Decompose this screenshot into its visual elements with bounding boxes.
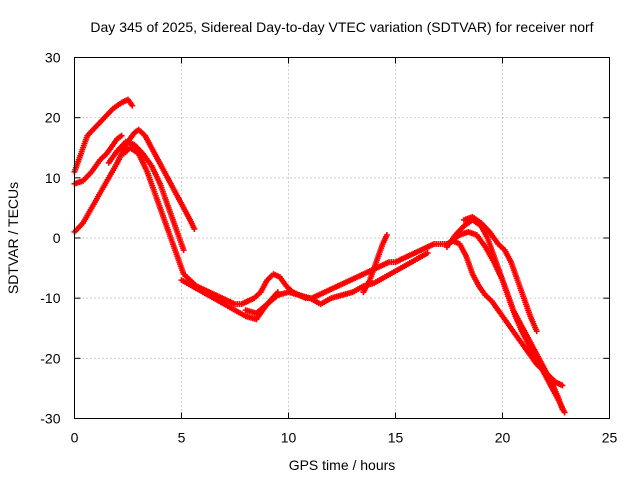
data-point [191,225,198,232]
y-tick-label: -10 [40,290,60,306]
data-point [383,231,390,238]
y-tick-label: -30 [40,411,60,427]
series-track-k [460,213,540,335]
x-tick-label: 10 [281,430,297,446]
series-track-g [242,250,431,317]
y-tick-label: -20 [40,350,60,366]
x-tick-label: 25 [602,430,618,446]
data-point [561,409,568,416]
data-point [129,102,136,109]
tick-labels: 0 5 10 15 20 25 -30 -20 -10 0 10 20 30 [40,50,617,446]
data-point [424,250,431,257]
x-tick-label: 0 [71,430,79,446]
data-point [118,132,125,139]
series-track-e [120,144,566,389]
x-tick-label: 5 [178,430,186,446]
data-point [533,328,540,335]
y-tick-label: 0 [53,230,61,246]
data-point [559,382,566,389]
x-axis-label: GPS time / hours [289,457,396,473]
y-tick-label: 10 [45,170,61,186]
data-points [71,96,568,416]
series-track-b [71,132,125,187]
series-track-d [105,138,187,254]
series-track-h [360,231,390,296]
y-tick-label: 30 [45,50,61,66]
series-track-c [71,126,198,235]
x-tick-label: 20 [495,430,511,446]
data-point [180,247,187,254]
y-tick-label: 20 [45,110,61,126]
series-track-a [71,96,136,175]
x-tick-label: 15 [388,430,404,446]
plot-frame [74,57,610,419]
y-axis-label: SDTVAR / TECUs [5,182,21,294]
chart-title: Day 345 of 2025, Sidereal Day-to-day VTE… [90,19,593,35]
series-track-j [448,228,568,416]
grid [74,57,610,419]
